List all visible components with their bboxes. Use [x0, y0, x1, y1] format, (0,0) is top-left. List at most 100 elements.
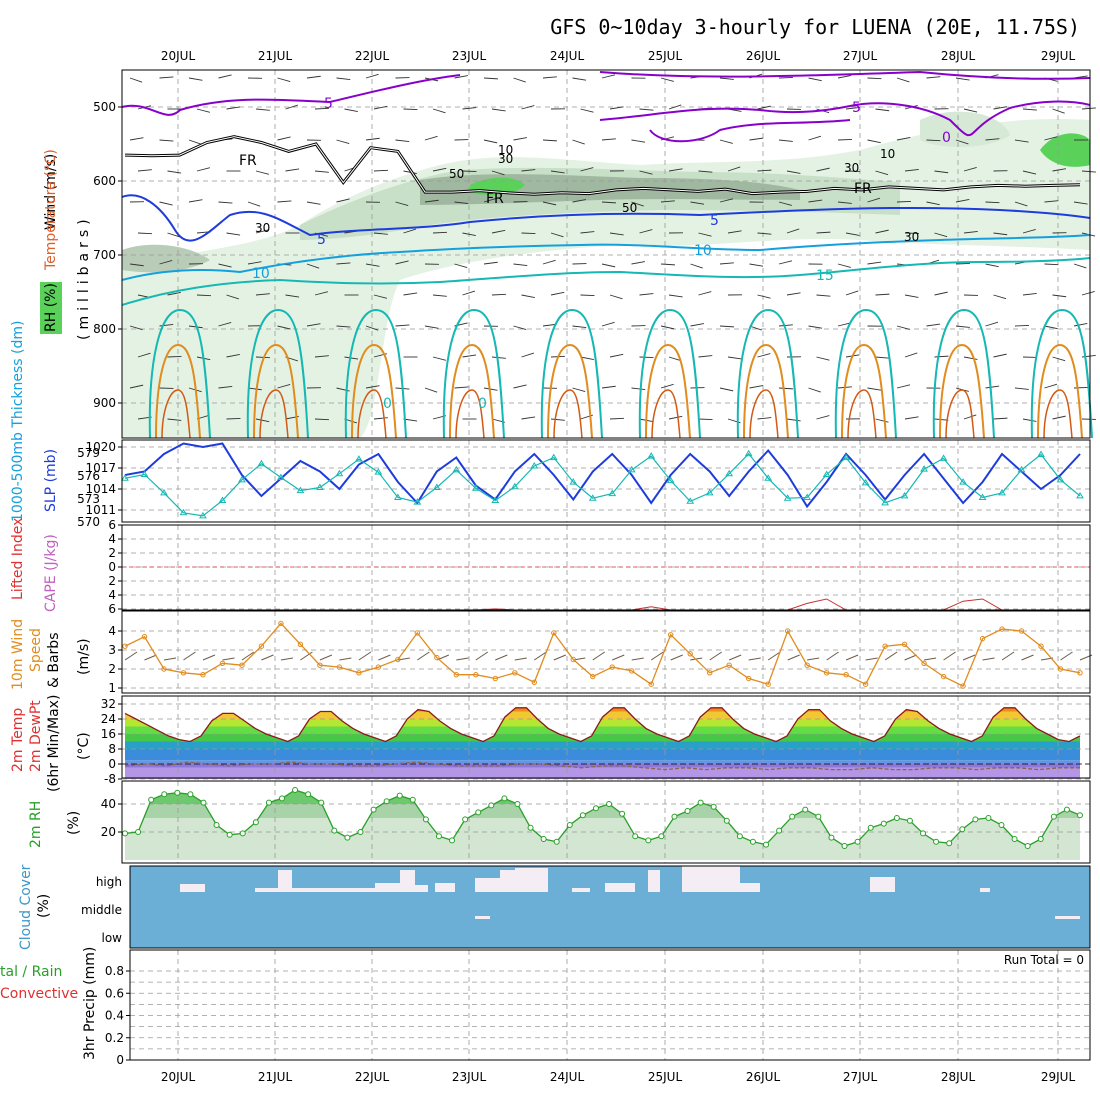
contour-label-purple-0: 0: [942, 130, 951, 146]
wind10m-barb: [261, 654, 274, 661]
temp2m-label-c: (6hr Min/Max): [46, 695, 62, 792]
wind-barb: [277, 77, 291, 82]
axis-tick-label: 20: [101, 825, 116, 839]
wind-barb: [403, 108, 418, 111]
thickness-point: [316, 483, 324, 490]
wind-barb: [247, 261, 262, 265]
wind-barb: [306, 263, 320, 269]
wind10m-label-c: & Barbs: [46, 633, 62, 689]
wind10m-label-a: 10m Wind: [10, 619, 26, 690]
wind-barb: [462, 290, 475, 296]
wind10m-point: [297, 641, 304, 647]
wind-barb: [963, 356, 978, 360]
wind-barb: [1052, 356, 1066, 362]
wind-barb: [255, 229, 269, 234]
wind-barb: [491, 356, 506, 359]
contour-orange-loop: [253, 343, 299, 439]
wind-barb: [1022, 229, 1036, 234]
thickness-point: [199, 511, 207, 519]
wind10m-point: [492, 675, 499, 682]
freezing-level-label-1: FR: [239, 153, 257, 169]
wind-barb: [955, 262, 970, 265]
wind-barb: [542, 76, 557, 79]
thickness-point: [744, 449, 753, 457]
temp-band: [125, 734, 1080, 742]
wind-barb: [660, 263, 675, 266]
contour-darkorange-loop: [651, 389, 681, 439]
wind-barb: [749, 385, 763, 389]
wind-barb: [727, 166, 741, 172]
wind-barb: [1044, 263, 1059, 266]
wind-barb: [314, 170, 329, 173]
wind10m-point: [239, 662, 245, 668]
wind-barb: [454, 386, 469, 389]
wind10m-point: [921, 660, 927, 666]
wind-barb: [373, 105, 388, 110]
bottom-date-label: 28JUL: [941, 1070, 976, 1084]
wind10m-grid: [122, 611, 1090, 693]
wind-barb: [196, 167, 210, 172]
cloud-low-label: low: [102, 931, 123, 945]
rh2m-point: [553, 838, 560, 845]
wind-barb: [483, 387, 498, 391]
wind-barb: [218, 74, 232, 79]
contour-teal-loop: [1030, 308, 1093, 439]
contour-orange-loop: [1037, 343, 1083, 439]
wind-barb: [159, 260, 173, 265]
wind-barb: [786, 292, 801, 296]
wind-barb: [660, 200, 675, 203]
cloud-high-bar: [500, 870, 515, 892]
wind-barb: [727, 230, 742, 234]
wind-barb: [808, 325, 823, 329]
wind10m-point: [336, 664, 343, 670]
axis-tick-label: 0.6: [105, 986, 124, 1000]
rh-label-30-a: 30: [498, 152, 513, 166]
wind10m-point: [1057, 666, 1064, 672]
wind-barb: [875, 170, 889, 176]
cloud-high-bar: [515, 868, 548, 892]
rh2m-point: [370, 806, 377, 813]
wind-barb: [196, 294, 211, 297]
wind-barb: [698, 232, 712, 237]
wind-barb: [572, 387, 586, 392]
wind10m-speed: [124, 622, 1081, 687]
axis-tick-label: 32: [101, 697, 116, 711]
thickness-point: [803, 493, 812, 500]
wind-barb: [572, 325, 587, 329]
run-total: Run Total = 0: [1004, 953, 1084, 967]
wind-barb: [483, 139, 498, 144]
wind10m-barb: [787, 654, 800, 661]
wind-barb: [513, 137, 527, 141]
bottom-date-label: 27JUL: [843, 1070, 878, 1084]
wind-barb: [926, 76, 941, 79]
wind-barb: [845, 290, 859, 296]
wind-barb: [926, 323, 941, 327]
thickness-point: [121, 474, 129, 481]
wind-barb: [1073, 322, 1088, 327]
wind-barb: [550, 291, 565, 296]
cloud-high-bar: [475, 878, 500, 892]
wind10m-point: [122, 643, 128, 649]
precip-label-a: tal / Rain: [0, 964, 62, 980]
rh2m-point: [344, 834, 351, 841]
wind-barb: [1044, 136, 1058, 141]
thickness-point: [471, 484, 480, 491]
wind10m-point: [960, 683, 966, 689]
rh2m-point: [488, 802, 495, 809]
bottom-date-label: 22JUL: [355, 1070, 390, 1084]
rh2m-point: [383, 798, 390, 805]
axis-tick-label: 4: [108, 588, 116, 602]
wind-barb: [129, 384, 144, 389]
rh2m-point: [226, 831, 233, 838]
top-date-label: 27JUL: [843, 49, 878, 63]
rh2m-point: [1037, 836, 1044, 842]
wind-barb: [837, 322, 852, 327]
wind-barb: [373, 417, 388, 420]
contour-orange-loop: [645, 343, 691, 439]
wind-barb: [336, 198, 350, 203]
wind-barb: [660, 77, 674, 82]
cloud-frame: [129, 865, 1091, 949]
rh2m-point: [763, 841, 770, 848]
wind10m-barb: [884, 651, 898, 661]
wind10m-barb: [495, 654, 508, 661]
